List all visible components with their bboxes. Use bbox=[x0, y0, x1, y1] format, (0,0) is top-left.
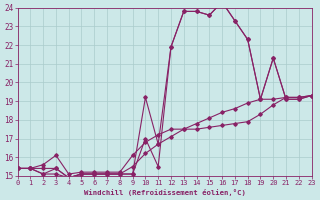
X-axis label: Windchill (Refroidissement éolien,°C): Windchill (Refroidissement éolien,°C) bbox=[84, 189, 245, 196]
